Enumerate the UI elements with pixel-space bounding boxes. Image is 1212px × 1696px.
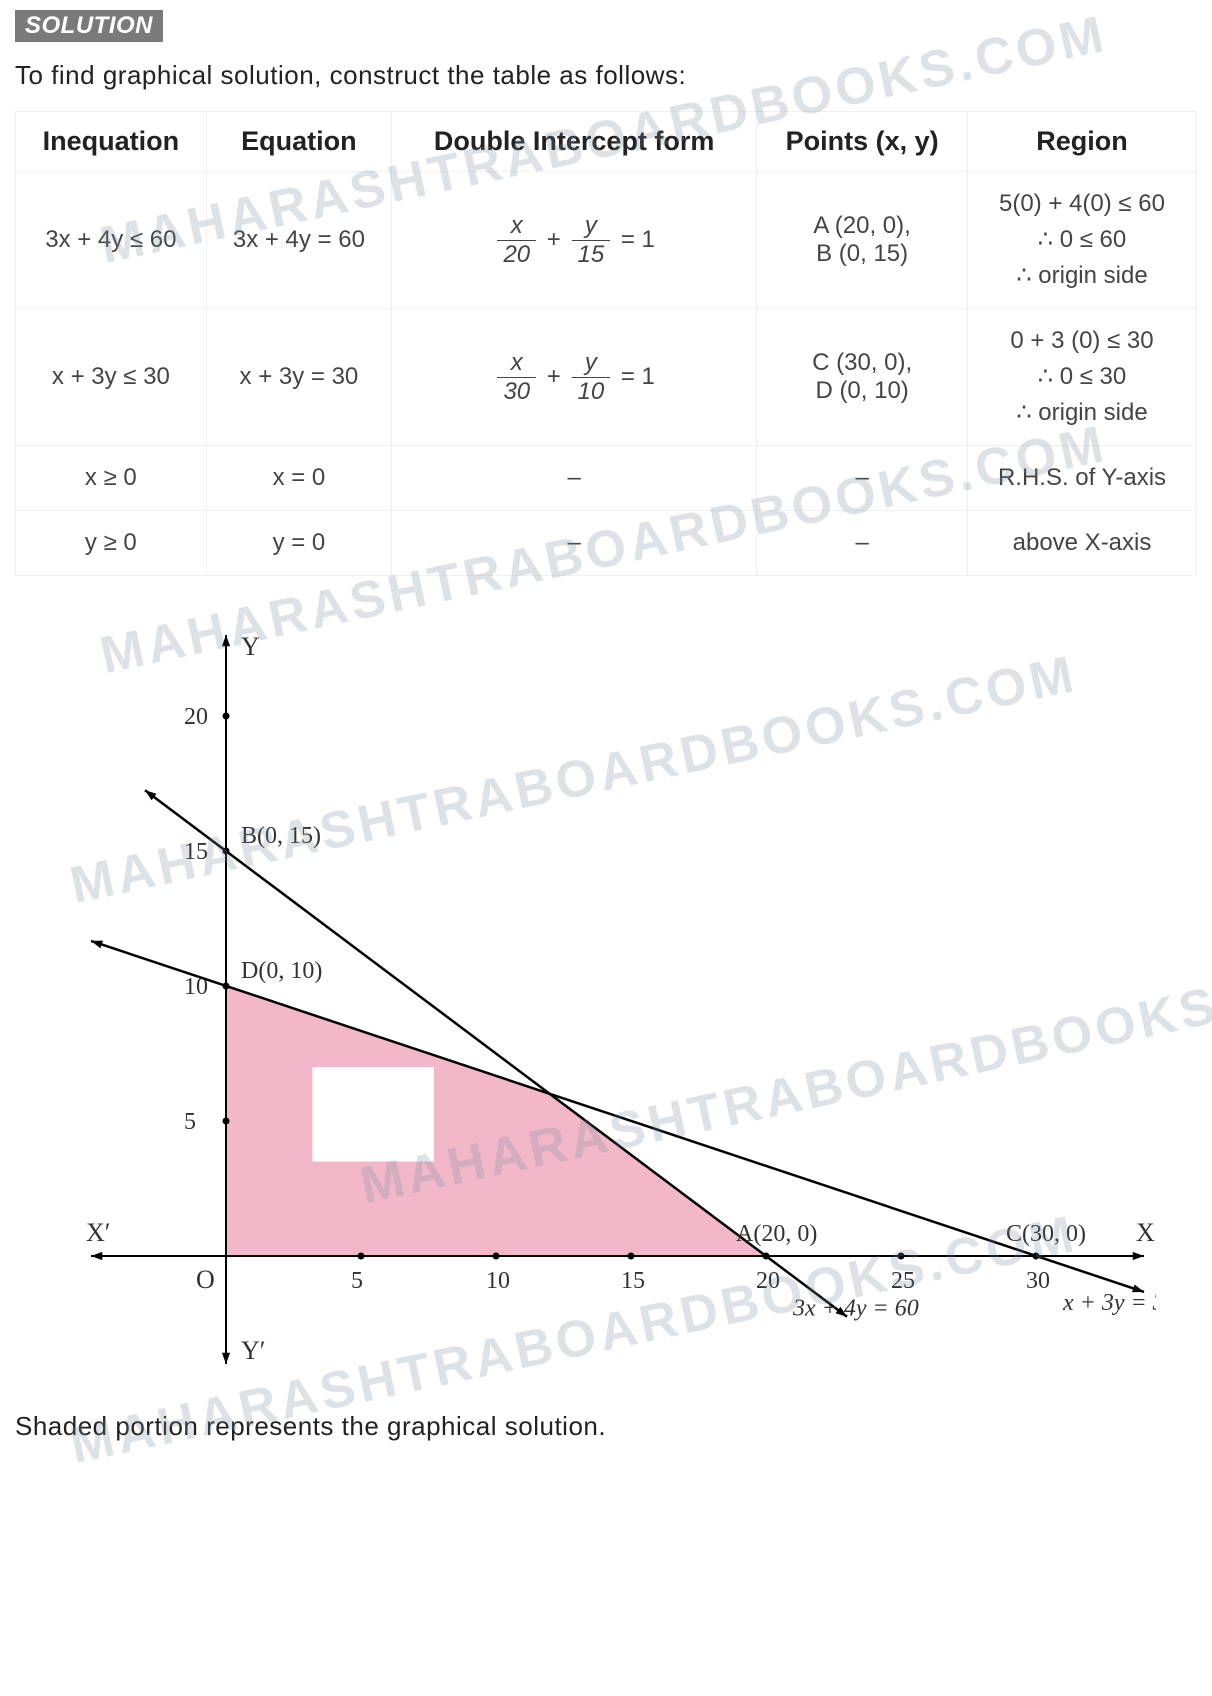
svg-text:10: 10 (486, 1268, 510, 1294)
cell-equation: x = 0 (206, 446, 391, 511)
intro-text: To find graphical solution, construct th… (15, 60, 1197, 91)
svg-text:Y′: Y′ (241, 1336, 265, 1365)
svg-text:D(0, 10): D(0, 10) (241, 958, 322, 984)
svg-text:5: 5 (184, 1109, 196, 1135)
cell-inequation: x + 3y ≤ 30 (16, 309, 207, 446)
table-row: y ≥ 0 y = 0 – – above X-axis (16, 511, 1197, 576)
points-line: C (30, 0), (767, 349, 957, 377)
cell-equation: 3x + 4y = 60 (206, 172, 391, 309)
cell-points: C (30, 0), D (0, 10) (757, 309, 968, 446)
region-line: ∴ origin side (978, 395, 1186, 431)
frac-num: x (497, 349, 536, 378)
cell-region: R.H.S. of Y-axis (968, 446, 1197, 511)
points-line: D (0, 10) (767, 377, 957, 405)
col-intercept: Double Intercept form (392, 112, 757, 172)
cell-inequation: 3x + 4y ≤ 60 (16, 172, 207, 309)
cell-region: above X-axis (968, 511, 1197, 576)
cell-points: – (757, 511, 968, 576)
svg-text:x + 3y = 30: x + 3y = 30 (1062, 1290, 1156, 1316)
svg-text:X′: X′ (86, 1218, 110, 1247)
cell-equation: x + 3y = 30 (206, 309, 391, 446)
table-row: 3x + 4y ≤ 60 3x + 4y = 60 x20 + y15 = 1 … (16, 172, 1197, 309)
col-region: Region (968, 112, 1197, 172)
cell-inequation: y ≥ 0 (16, 511, 207, 576)
svg-text:5: 5 (351, 1268, 363, 1294)
cell-equation: y = 0 (206, 511, 391, 576)
cell-points: – (757, 446, 968, 511)
frac-num: y (572, 212, 611, 241)
region-line: 5(0) + 4(0) ≤ 60 (978, 186, 1186, 222)
region-line: ∴ 0 ≤ 60 (978, 222, 1186, 258)
cell-inequation: x ≥ 0 (16, 446, 207, 511)
svg-text:X: X (1136, 1218, 1155, 1247)
cell-intercept: x30 + y10 = 1 (392, 309, 757, 446)
frac-den: 15 (572, 241, 611, 269)
col-inequation: Inequation (16, 112, 207, 172)
col-points: Points (x, y) (757, 112, 968, 172)
points-line: A (20, 0), (767, 212, 957, 240)
footer-text: Shaded portion represents the graphical … (15, 1411, 1197, 1442)
table-header-row: Inequation Equation Double Intercept for… (16, 112, 1197, 172)
col-equation: Equation (206, 112, 391, 172)
cell-points: A (20, 0), B (0, 15) (757, 172, 968, 309)
frac-den: 20 (497, 241, 536, 269)
cell-intercept: – (392, 511, 757, 576)
frac-num: y (572, 349, 611, 378)
svg-text:B(0, 15): B(0, 15) (241, 823, 321, 849)
region-line: ∴ 0 ≤ 30 (978, 359, 1186, 395)
frac-den: 10 (572, 378, 611, 406)
frac-num: x (497, 212, 536, 241)
svg-text:20: 20 (184, 704, 208, 730)
frac-den: 30 (497, 378, 536, 406)
svg-text:O: O (196, 1265, 215, 1294)
cell-region: 0 + 3 (0) ≤ 30 ∴ 0 ≤ 30 ∴ origin side (968, 309, 1197, 446)
svg-text:A(20, 0): A(20, 0) (736, 1221, 817, 1247)
lp-graph: 510152025305101520XX′YY′O3x + 4y = 60x +… (56, 606, 1156, 1386)
svg-text:C(30, 0): C(30, 0) (1006, 1221, 1086, 1247)
solution-table: Inequation Equation Double Intercept for… (15, 111, 1197, 576)
solution-badge: SOLUTION (15, 10, 163, 42)
svg-text:15: 15 (621, 1268, 645, 1294)
table-row: x + 3y ≤ 30 x + 3y = 30 x30 + y10 = 1 C … (16, 309, 1197, 446)
svg-text:25: 25 (891, 1268, 915, 1294)
svg-text:15: 15 (184, 839, 208, 865)
svg-text:30: 30 (1026, 1268, 1050, 1294)
cell-intercept: x20 + y15 = 1 (392, 172, 757, 309)
region-line: 0 + 3 (0) ≤ 30 (978, 323, 1186, 359)
cell-intercept: – (392, 446, 757, 511)
svg-text:3x + 4y = 60: 3x + 4y = 60 (792, 1295, 919, 1321)
cell-region: 5(0) + 4(0) ≤ 60 ∴ 0 ≤ 60 ∴ origin side (968, 172, 1197, 309)
points-line: B (0, 15) (767, 240, 957, 268)
svg-text:Y: Y (241, 632, 260, 661)
region-line: ∴ origin side (978, 258, 1186, 294)
table-row: x ≥ 0 x = 0 – – R.H.S. of Y-axis (16, 446, 1197, 511)
svg-text:20: 20 (756, 1268, 780, 1294)
